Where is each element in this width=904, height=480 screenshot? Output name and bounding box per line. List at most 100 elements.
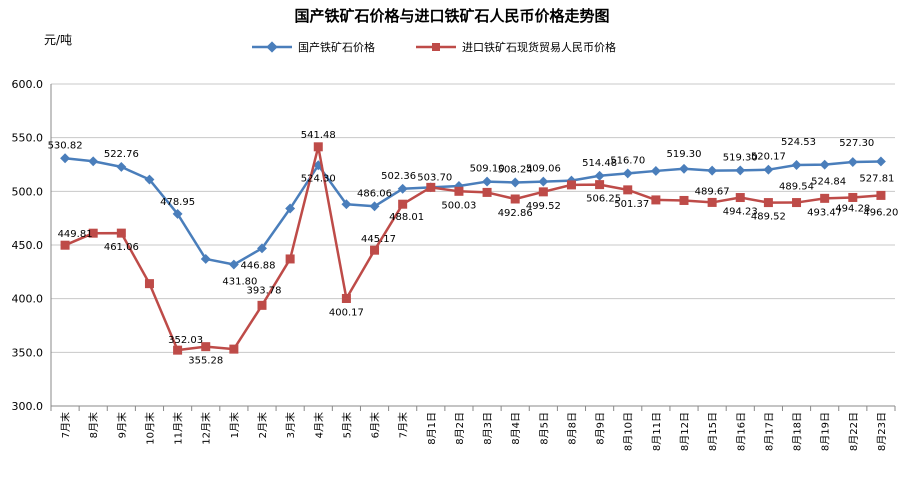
data-label-imported: 393.78 xyxy=(247,285,282,296)
legend-item-imported: 进口铁矿石现货贸易人民币价格 xyxy=(416,40,616,54)
x-tick-label: 8月8日 xyxy=(566,412,578,445)
data-label-imported: 500.03 xyxy=(441,200,476,211)
x-tick-label: 8月12日 xyxy=(679,412,691,451)
data-point-domestic xyxy=(791,160,802,170)
data-label-imported: 400.17 xyxy=(329,307,364,318)
data-point-imported xyxy=(144,279,154,289)
data-label-imported: 496.20 xyxy=(863,207,898,218)
data-point-domestic xyxy=(594,170,605,181)
series-line-imported xyxy=(64,145,882,352)
data-label-domestic: 516.70 xyxy=(610,155,645,166)
data-point-domestic xyxy=(144,174,155,185)
data-point-domestic xyxy=(622,168,633,179)
data-point-domestic xyxy=(482,176,493,187)
x-tick-label: 8月3日 xyxy=(482,412,494,445)
data-point-imported xyxy=(60,240,70,250)
x-tick-label: 12月末 xyxy=(200,412,213,445)
data-label-domestic: 524.84 xyxy=(811,177,846,188)
data-point-domestic xyxy=(707,165,718,176)
legend-marker-imported xyxy=(432,43,440,51)
x-tick-label: 8月末 xyxy=(87,412,100,438)
x-tick-label: 10月末 xyxy=(143,412,156,445)
data-point-imported xyxy=(173,345,183,355)
y-tick-label: 450.0 xyxy=(12,239,44,252)
legend-item-domestic: 国产铁矿石价格 xyxy=(252,40,375,54)
data-point-imported xyxy=(820,193,830,203)
x-tick-label: 11月末 xyxy=(172,412,185,445)
data-label-domestic: 431.80 xyxy=(222,277,257,288)
data-point-domestic xyxy=(679,163,689,174)
data-point-imported xyxy=(482,187,492,197)
x-tick-label: 1月末 xyxy=(228,412,241,438)
data-label-domestic: 527.81 xyxy=(859,173,894,184)
data-label-domestic: 520.17 xyxy=(751,152,786,163)
data-point-imported xyxy=(735,193,745,203)
data-point-imported xyxy=(398,199,408,209)
data-point-domestic xyxy=(650,165,661,176)
data-label-domestic: 514.48 xyxy=(582,158,617,169)
x-tick-label: 7月末 xyxy=(397,412,410,438)
data-point-domestic xyxy=(116,161,127,172)
data-point-imported xyxy=(201,342,211,352)
data-point-domestic xyxy=(172,208,183,219)
data-point-domestic xyxy=(285,203,296,214)
x-tick-label: 8月16日 xyxy=(735,412,747,451)
data-point-domestic xyxy=(397,183,408,194)
data-label-imported: 503.70 xyxy=(417,172,452,183)
data-point-domestic xyxy=(200,254,211,264)
data-label-domestic: 524.30 xyxy=(301,173,336,184)
x-tick-label: 4月末 xyxy=(312,412,325,438)
data-point-imported xyxy=(679,195,689,205)
legend: 国产铁矿石价格 进口铁矿石现货贸易人民币价格 xyxy=(252,40,616,54)
x-tick-label: 8月1日 xyxy=(426,412,438,445)
y-tick-label: 400.0 xyxy=(12,293,44,306)
data-label-imported: 494.28 xyxy=(835,203,870,214)
legend-label-imported: 进口铁矿石现货贸易人民币价格 xyxy=(462,40,616,54)
data-point-imported xyxy=(792,198,802,208)
x-tick-label: 2月末 xyxy=(256,412,269,438)
y-tick-label: 550.0 xyxy=(12,132,44,145)
x-tick-label: 8月4日 xyxy=(510,412,522,445)
y-tick-label: 500.0 xyxy=(12,185,44,198)
data-point-imported xyxy=(651,195,661,205)
data-label-imported: 489.54 xyxy=(779,182,814,193)
x-tick-label: 8月19日 xyxy=(820,412,832,451)
data-point-imported xyxy=(763,198,773,208)
data-point-imported xyxy=(707,197,717,207)
chart-title: 国产铁矿石价格与进口铁矿石人民币价格走势图 xyxy=(294,7,609,25)
data-point-imported xyxy=(566,180,576,190)
data-point-domestic xyxy=(341,199,352,210)
data-label-domestic: 519.30 xyxy=(723,152,758,163)
data-point-domestic xyxy=(510,177,521,188)
data-label-imported: 352.03 xyxy=(168,335,203,346)
data-point-imported xyxy=(510,194,520,204)
data-point-domestic xyxy=(735,165,746,176)
data-label-imported: 492.86 xyxy=(498,208,533,219)
data-point-domestic xyxy=(228,259,239,270)
x-tick-label: 8月15日 xyxy=(707,412,719,451)
data-point-domestic xyxy=(538,176,549,187)
data-label-domestic: 508.24 xyxy=(498,164,533,175)
x-tick-label: 8月5日 xyxy=(538,412,550,445)
data-point-domestic xyxy=(257,243,267,254)
data-point-imported xyxy=(848,192,858,202)
x-tick-label: 3月末 xyxy=(284,412,297,438)
data-point-domestic xyxy=(875,156,886,167)
data-label-domestic: 530.82 xyxy=(48,140,83,151)
data-label-domestic: 509.10 xyxy=(470,164,505,175)
data-point-domestic xyxy=(369,201,380,212)
x-tick-label: 8月11日 xyxy=(651,412,663,451)
gridlines xyxy=(51,83,895,407)
legend-label-domestic: 国产铁矿石价格 xyxy=(298,40,375,54)
data-label-domestic: 524.53 xyxy=(781,137,816,148)
data-labels: 530.82 522.76 478.95 431.80 446.88 524.30 486.… xyxy=(48,130,899,367)
x-tick-label: 8月18日 xyxy=(792,412,804,451)
data-label-imported: 489.52 xyxy=(751,212,786,223)
data-point-imported xyxy=(257,300,267,310)
data-point-imported xyxy=(229,344,239,354)
x-tick-label: 8月22日 xyxy=(848,412,860,451)
data-point-imported xyxy=(370,245,380,255)
data-point-imported xyxy=(595,180,605,190)
data-label-imported: 494.23 xyxy=(723,207,758,218)
